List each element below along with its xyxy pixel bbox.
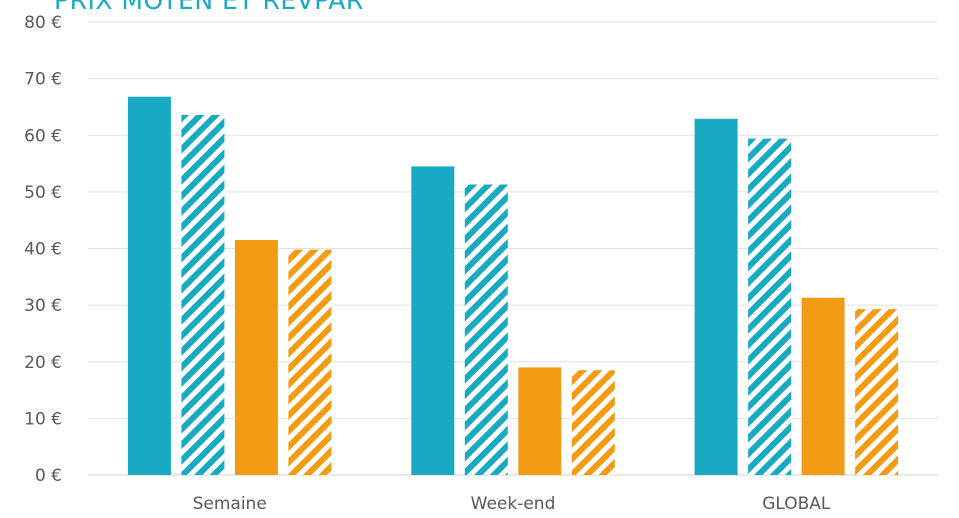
bar-global-series-4 [855, 309, 899, 475]
y-tick-label: 70 € [24, 70, 62, 90]
bar-week-end-series-3 [518, 367, 562, 475]
x-axis-categories: Semaine Week-end GLOBAL [193, 494, 831, 514]
bar-semaine-series-1 [127, 96, 171, 475]
x-category-label: Semaine [193, 494, 267, 514]
y-tick-label: 30 € [24, 296, 62, 316]
bar-week-end-series-2 [464, 184, 508, 475]
x-category-label: Week-end [471, 494, 556, 514]
bar-semaine-series-4 [288, 249, 332, 475]
y-tick-label: 10 € [24, 409, 62, 429]
y-tick-label: 40 € [24, 240, 62, 260]
chart-title: PRIX MOYEN ET REVPAR [54, 0, 364, 15]
y-tick-label: 20 € [24, 353, 62, 373]
bar-global-series-2 [748, 138, 792, 475]
x-category-label: GLOBAL [762, 494, 831, 514]
bar-semaine-series-2 [181, 114, 225, 476]
bar-semaine-series-3 [234, 240, 278, 475]
bar-week-end-series-4 [571, 370, 615, 475]
y-tick-label: 80 € [24, 13, 62, 33]
bars [127, 96, 899, 476]
bar-week-end-series-1 [411, 166, 455, 475]
y-tick-label: 60 € [24, 126, 62, 146]
y-axis-ticks: 0 € 10 € 20 € 30 € 40 € 50 € 60 € 70 € 80 € [24, 13, 62, 486]
y-tick-label: 0 € [35, 466, 62, 486]
bar-global-series-1 [694, 118, 738, 476]
y-tick-label: 50 € [24, 183, 62, 203]
grid-lines [88, 21, 938, 476]
bar-global-series-3 [801, 297, 845, 475]
